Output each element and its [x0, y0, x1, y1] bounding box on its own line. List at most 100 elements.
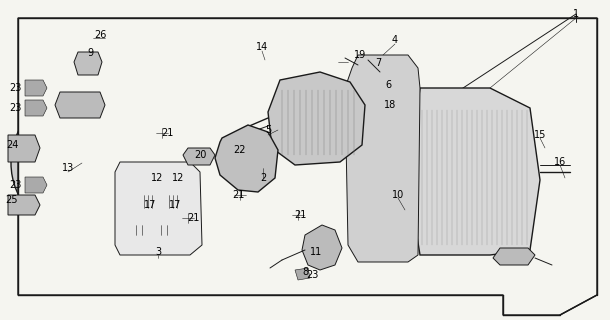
Circle shape — [378, 169, 384, 176]
Circle shape — [364, 54, 372, 62]
Text: 24: 24 — [6, 140, 18, 150]
Circle shape — [461, 233, 468, 240]
Text: 25: 25 — [5, 195, 18, 205]
Text: 16: 16 — [554, 157, 566, 167]
Circle shape — [358, 241, 372, 255]
Text: 21: 21 — [187, 213, 199, 223]
Ellipse shape — [560, 173, 580, 197]
Circle shape — [236, 191, 244, 199]
Ellipse shape — [353, 137, 413, 207]
Circle shape — [334, 245, 351, 261]
Ellipse shape — [305, 109, 325, 131]
Text: 4: 4 — [392, 35, 398, 45]
Text: 1: 1 — [573, 9, 579, 19]
Circle shape — [75, 155, 91, 171]
Polygon shape — [295, 268, 310, 280]
Text: 10: 10 — [392, 190, 404, 200]
Text: 18: 18 — [384, 100, 396, 110]
Text: 17: 17 — [169, 200, 181, 210]
Circle shape — [551, 263, 559, 271]
Circle shape — [158, 129, 166, 137]
Circle shape — [97, 125, 107, 135]
Bar — [165, 175, 180, 195]
Circle shape — [436, 169, 442, 176]
Circle shape — [40, 158, 50, 168]
Text: 22: 22 — [234, 145, 246, 155]
Circle shape — [59, 125, 69, 135]
Circle shape — [232, 146, 264, 178]
Ellipse shape — [382, 99, 418, 125]
Ellipse shape — [254, 40, 276, 64]
Circle shape — [362, 249, 369, 256]
Circle shape — [461, 196, 468, 204]
Ellipse shape — [550, 149, 566, 167]
Circle shape — [451, 249, 458, 256]
Polygon shape — [25, 80, 47, 96]
Circle shape — [111, 139, 121, 149]
Circle shape — [45, 139, 55, 149]
Circle shape — [378, 260, 384, 268]
Text: 13: 13 — [62, 163, 74, 173]
Circle shape — [436, 260, 442, 268]
Circle shape — [82, 57, 94, 69]
Ellipse shape — [365, 152, 401, 192]
Text: 6: 6 — [385, 80, 391, 90]
Circle shape — [307, 275, 317, 285]
Text: 19: 19 — [354, 50, 366, 60]
Circle shape — [240, 154, 256, 170]
Circle shape — [45, 177, 55, 187]
Polygon shape — [302, 225, 342, 270]
Polygon shape — [8, 195, 40, 215]
Text: 23: 23 — [306, 270, 318, 280]
Text: 23: 23 — [9, 103, 21, 113]
Text: 7: 7 — [375, 58, 381, 68]
Text: 23: 23 — [9, 83, 21, 93]
Circle shape — [338, 52, 348, 62]
Circle shape — [27, 102, 39, 114]
Ellipse shape — [247, 32, 283, 72]
Circle shape — [417, 267, 423, 274]
Circle shape — [348, 214, 356, 221]
Polygon shape — [215, 125, 278, 192]
Ellipse shape — [369, 80, 397, 100]
Polygon shape — [55, 92, 105, 118]
Bar — [68, 148, 98, 178]
Polygon shape — [25, 177, 47, 193]
Text: 17: 17 — [144, 200, 156, 210]
Ellipse shape — [525, 120, 591, 196]
Ellipse shape — [451, 144, 501, 200]
Text: 21: 21 — [294, 210, 306, 220]
Polygon shape — [115, 162, 202, 255]
Ellipse shape — [338, 153, 482, 283]
Circle shape — [358, 63, 372, 77]
Ellipse shape — [361, 74, 405, 106]
Circle shape — [65, 145, 101, 181]
Circle shape — [97, 191, 107, 201]
Text: 12: 12 — [172, 173, 184, 183]
Text: 21: 21 — [161, 128, 173, 138]
Ellipse shape — [441, 132, 511, 212]
Circle shape — [78, 196, 88, 206]
Text: 11: 11 — [310, 247, 322, 257]
Polygon shape — [25, 100, 47, 116]
Ellipse shape — [377, 86, 389, 94]
Circle shape — [394, 63, 408, 77]
Text: 12: 12 — [151, 173, 163, 183]
Bar — [140, 175, 155, 195]
Ellipse shape — [540, 138, 576, 178]
Ellipse shape — [405, 213, 415, 223]
Circle shape — [25, 105, 141, 221]
Circle shape — [362, 180, 369, 188]
Polygon shape — [268, 72, 365, 165]
Ellipse shape — [355, 168, 465, 268]
Polygon shape — [8, 135, 40, 162]
Circle shape — [78, 120, 88, 130]
Circle shape — [402, 140, 418, 156]
Ellipse shape — [464, 158, 488, 186]
Polygon shape — [408, 88, 540, 255]
Polygon shape — [74, 52, 102, 75]
Circle shape — [11, 91, 155, 235]
Circle shape — [111, 177, 121, 187]
Circle shape — [83, 33, 93, 43]
Text: 2: 2 — [260, 173, 266, 183]
